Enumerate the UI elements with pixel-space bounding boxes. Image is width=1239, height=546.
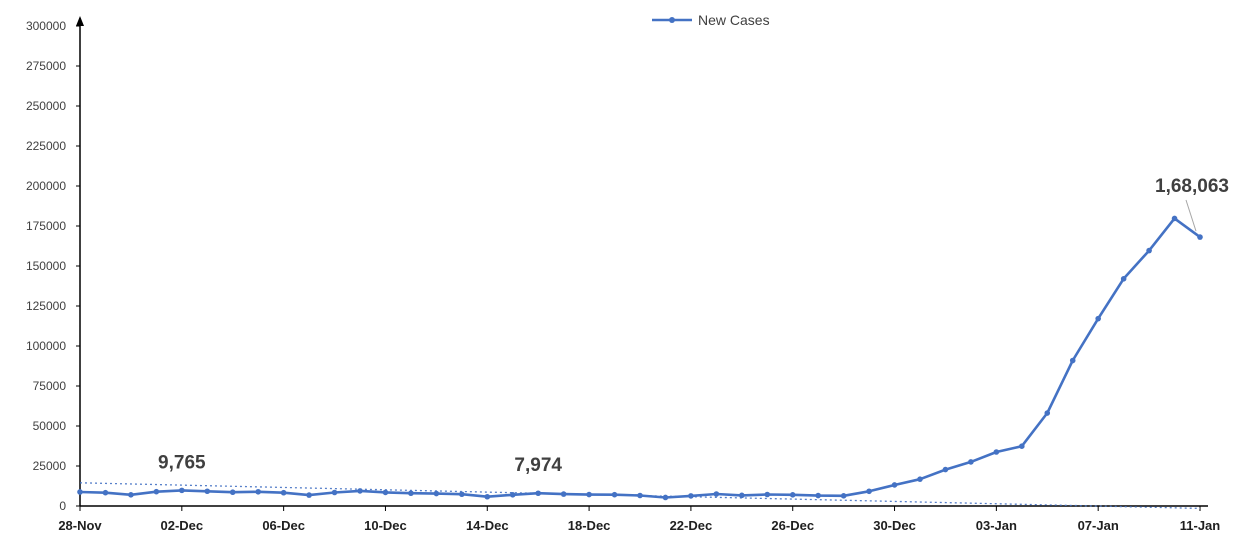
data-point xyxy=(102,489,109,496)
data-point xyxy=(688,493,694,499)
x-tick-label: 18-Dec xyxy=(568,518,611,533)
data-label: 9,765 xyxy=(158,452,206,473)
data-point xyxy=(331,489,338,496)
data-point xyxy=(637,492,643,499)
series-line-new-cases xyxy=(79,217,1201,499)
data-label-leader-line xyxy=(1185,199,1197,232)
data-point xyxy=(433,490,440,497)
legend-label-new-cases: New Cases xyxy=(698,12,770,28)
data-point xyxy=(1120,276,1127,282)
data-point xyxy=(204,488,211,495)
y-tick-label: 150000 xyxy=(26,259,66,273)
y-tick-label: 100000 xyxy=(26,339,66,353)
y-tick-label: 225000 xyxy=(26,139,66,153)
data-point xyxy=(179,487,185,494)
x-tick-label: 30-Dec xyxy=(873,518,916,533)
x-tick-label: 03-Jan xyxy=(976,518,1017,533)
y-tick-label: 75000 xyxy=(33,379,67,393)
data-point xyxy=(662,494,669,501)
x-tick-label: 28-Nov xyxy=(58,518,102,533)
data-point xyxy=(128,492,134,498)
y-axis: 0 25000 50000 75000 100000 125000 150000 175000… xyxy=(26,16,84,513)
data-point xyxy=(739,492,745,499)
data-point xyxy=(560,491,567,497)
x-tick-label: 11-Jan xyxy=(1180,518,1221,533)
data-point xyxy=(1197,234,1203,240)
data-point xyxy=(586,491,592,498)
y-tick-label: 25000 xyxy=(33,459,67,473)
y-tick-label: 300000 xyxy=(26,19,66,33)
data-point xyxy=(815,492,821,499)
data-point xyxy=(713,491,720,497)
data-point xyxy=(484,493,491,500)
data-point xyxy=(255,488,261,495)
data-point xyxy=(408,490,414,497)
y-tick-label: 0 xyxy=(59,499,66,513)
data-point xyxy=(1019,443,1025,449)
legend-swatch-marker xyxy=(669,17,675,23)
data-point xyxy=(382,489,389,496)
y-tick-label: 175000 xyxy=(26,219,66,233)
data-point xyxy=(1171,215,1178,222)
data-point xyxy=(459,491,465,498)
y-tick-label: 125000 xyxy=(26,299,66,313)
plot-area: 9,765 7,974 1,68,063 xyxy=(77,176,1229,510)
data-point xyxy=(764,491,771,498)
x-tick-label: 22-Dec xyxy=(670,518,713,533)
data-label: 7,974 xyxy=(514,455,562,476)
y-tick-label: 275000 xyxy=(26,59,66,73)
data-point xyxy=(917,476,923,482)
data-point xyxy=(1069,357,1076,364)
data-point xyxy=(229,489,236,496)
x-axis: 28-Nov 02-Dec 06-Dec 10-Dec 14-Dec 18-Dec 22-D… xyxy=(58,505,1221,533)
data-point xyxy=(611,491,618,498)
data-point xyxy=(535,490,541,497)
data-point xyxy=(993,449,1000,455)
data-point xyxy=(866,488,872,495)
data-point xyxy=(77,489,83,495)
x-tick-label: 07-Jan xyxy=(1078,518,1119,533)
x-tick-label: 26-Dec xyxy=(771,518,814,533)
data-point xyxy=(357,488,363,494)
y-tick-label: 50000 xyxy=(33,419,67,433)
x-tick-label: 02-Dec xyxy=(160,518,203,533)
x-tick-label: 10-Dec xyxy=(364,518,407,533)
data-label: 1,68,063 xyxy=(1155,176,1229,197)
data-point xyxy=(968,459,974,465)
data-point xyxy=(509,492,516,498)
data-point xyxy=(840,493,847,499)
data-point xyxy=(942,466,949,473)
data-point xyxy=(1044,410,1051,416)
data-point xyxy=(306,492,312,498)
legend: New Cases xyxy=(652,12,770,28)
x-tick-label: 14-Dec xyxy=(466,518,509,533)
x-tick-label: 06-Dec xyxy=(262,518,305,533)
y-axis-arrow xyxy=(76,16,84,26)
data-point xyxy=(153,488,160,495)
y-tick-label: 200000 xyxy=(26,179,66,193)
data-point xyxy=(1146,247,1152,254)
data-point xyxy=(789,492,796,498)
y-tick-label: 250000 xyxy=(26,99,66,113)
data-point xyxy=(891,482,898,488)
data-point xyxy=(1095,315,1101,322)
data-point xyxy=(280,489,287,496)
